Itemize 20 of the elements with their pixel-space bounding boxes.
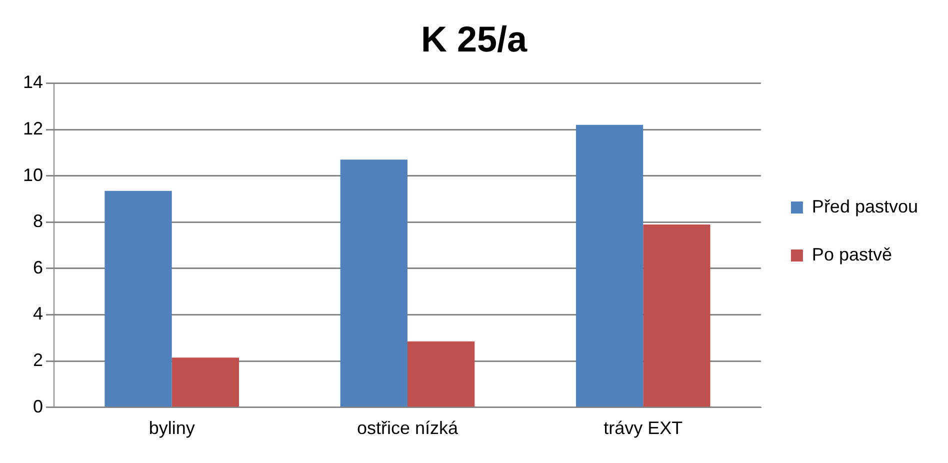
bar [104, 190, 172, 407]
y-tick-label: 12 [22, 118, 44, 138]
bar [340, 160, 408, 407]
y-tick-label: 0 [33, 396, 44, 416]
bar [643, 224, 710, 407]
bar [576, 124, 644, 407]
chart-title: K 25/a [420, 18, 528, 60]
y-tick-label: 10 [22, 164, 44, 185]
y-tick-label: 14 [22, 72, 44, 92]
x-tick-label: trávy EXT [604, 418, 683, 438]
x-tick-label: byliny [148, 418, 195, 438]
y-tick-label: 2 [33, 350, 44, 370]
bar [407, 341, 475, 407]
bar [172, 358, 239, 407]
legend-label: Po pastvě [812, 244, 892, 264]
x-tick-label: ostřice nízká [356, 418, 459, 438]
y-tick-label: 6 [33, 257, 44, 278]
legend-label: Před pastvou [812, 196, 918, 216]
y-tick-label: 8 [33, 211, 44, 232]
y-tick-label: 4 [33, 304, 44, 324]
